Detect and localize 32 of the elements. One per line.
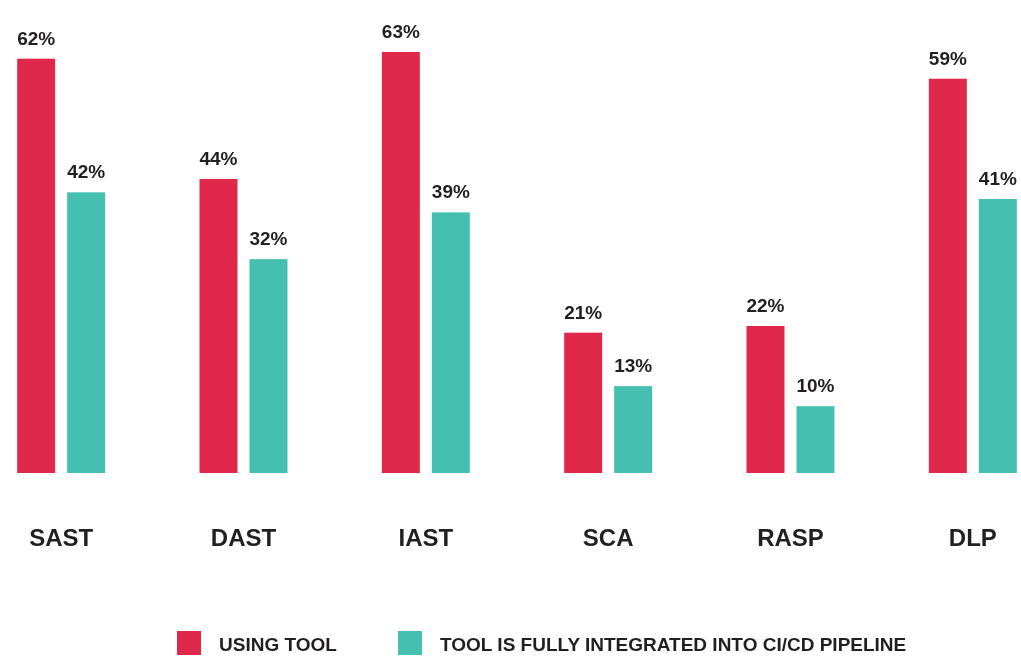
x-tick-label: DLP <box>948 524 997 551</box>
data-label: 21% <box>564 301 603 323</box>
data-label: 42% <box>67 161 106 183</box>
bar <box>746 325 785 473</box>
data-label: 63% <box>381 21 420 42</box>
data-label: 10% <box>796 375 835 397</box>
x-tick-label: SCA <box>582 524 634 551</box>
data-label: 59% <box>928 47 967 69</box>
x-tick-label: IAST <box>398 524 454 551</box>
data-label: 22% <box>746 294 785 316</box>
x-tick-label: RASP <box>757 524 824 551</box>
bar <box>199 178 238 473</box>
x-tick-label: DAST <box>210 524 277 551</box>
data-label: 39% <box>431 181 470 203</box>
bar <box>431 212 470 473</box>
data-label: 32% <box>249 228 288 250</box>
bar <box>17 58 56 473</box>
bar <box>614 386 653 473</box>
data-label: 44% <box>199 147 238 169</box>
data-label: 41% <box>978 168 1017 190</box>
bar <box>978 199 1017 473</box>
x-tick-label: SAST <box>29 524 94 551</box>
bar <box>67 192 106 473</box>
legend-label: USING TOOL <box>219 634 338 655</box>
bar <box>928 78 967 473</box>
data-label: 62% <box>17 27 56 49</box>
bar <box>249 259 288 473</box>
bar <box>381 52 420 473</box>
bar <box>564 332 603 473</box>
bar <box>796 406 835 473</box>
legend-label: TOOL IS FULLY INTEGRATED INTO CI/CD PIPELINE <box>440 634 907 655</box>
data-label: 13% <box>614 355 653 377</box>
